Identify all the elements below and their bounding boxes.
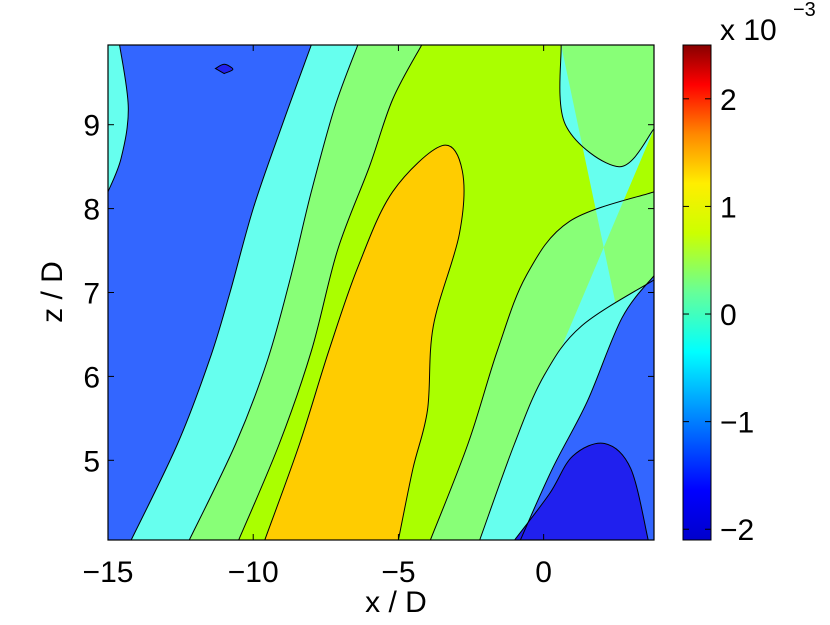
contour-line-bound-yellow-core xyxy=(264,144,465,540)
y-tick-label: 9 xyxy=(83,110,100,143)
region-small-island xyxy=(215,64,233,74)
contour-line-blue-left-edge xyxy=(108,45,129,192)
x-tick-label: −5 xyxy=(381,556,415,589)
y-tick-label: 6 xyxy=(83,361,100,394)
colorbar-tick-label: 1 xyxy=(720,191,737,224)
region-cyan-right-upper xyxy=(479,45,654,540)
colorbar-tick-label: 2 xyxy=(720,84,737,117)
contour-line-bound-left-3 xyxy=(238,45,423,540)
contour-line-bound-right-3 xyxy=(479,279,654,540)
region-cyan-top-left xyxy=(108,45,129,192)
contour-line-bound-right-2 xyxy=(429,191,654,540)
region-yellow-core xyxy=(264,145,464,540)
colorbar-tick-label: −2 xyxy=(720,514,754,547)
colorbar-tick-label: −1 xyxy=(720,407,754,440)
x-tick-label: −15 xyxy=(83,556,134,589)
colorbar-frame xyxy=(682,44,712,541)
colorbar-gradient xyxy=(683,45,711,540)
contour-line-bound-right-1 xyxy=(559,45,654,168)
contour-line-small-island xyxy=(214,63,234,75)
y-axis: 5 6 7 8 9 xyxy=(83,110,654,478)
y-axis-label: z / D xyxy=(36,261,69,323)
y-tick-label: 8 xyxy=(83,194,100,227)
contour-line-bound-left-1 xyxy=(130,45,312,540)
contour-line-bound-left-2 xyxy=(188,45,359,540)
x-axis-label: x / D xyxy=(365,586,427,619)
contour-line-bound-right-4 xyxy=(519,275,654,540)
y-tick-label: 7 xyxy=(83,278,100,311)
contour-lines xyxy=(108,45,654,540)
contour-line-bound-lower-right-blob xyxy=(514,442,649,540)
colorbar-multiplier-exponent: −3 xyxy=(793,0,816,21)
region-dark-blue-blob xyxy=(514,443,649,540)
colorbar-ticks: −2 −1 0 1 2 xyxy=(683,84,754,547)
x-axis: −15 −10 −5 0 xyxy=(83,45,552,589)
colorbar-tick-label: 0 xyxy=(720,299,737,332)
contour-regions xyxy=(108,45,654,540)
plot-area xyxy=(108,45,654,540)
x-tick-label: 0 xyxy=(535,556,552,589)
x-tick-label: −10 xyxy=(228,556,279,589)
colorbar: −2 −1 0 1 2 x 10 −3 xyxy=(682,0,816,547)
colorbar-multiplier-base: x 10 xyxy=(720,14,777,47)
y-tick-label: 5 xyxy=(83,445,100,478)
region-green-top-right xyxy=(559,45,654,167)
